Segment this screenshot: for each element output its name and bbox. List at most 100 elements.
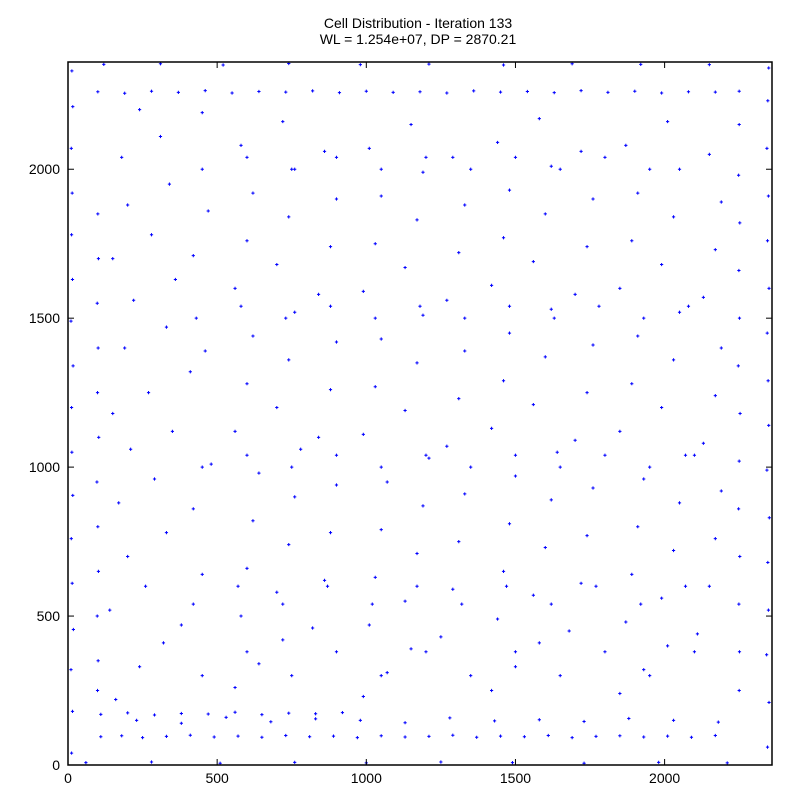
data-point <box>70 450 74 454</box>
data-point <box>313 712 318 716</box>
data-point <box>713 394 717 398</box>
data-point <box>585 391 589 395</box>
data-point <box>143 584 148 588</box>
data-point <box>236 584 240 588</box>
data-point <box>284 733 288 738</box>
data-point <box>513 155 518 159</box>
data-point <box>358 63 362 67</box>
data-point <box>287 215 291 219</box>
data-point <box>96 257 101 261</box>
data-point <box>403 408 407 413</box>
data-point <box>725 761 729 765</box>
data-point <box>765 331 769 335</box>
data-point <box>552 91 556 95</box>
data-point <box>415 584 419 588</box>
data-point <box>111 257 115 261</box>
data-point <box>293 310 297 314</box>
data-point <box>179 623 183 627</box>
data-point <box>251 191 255 195</box>
data-point <box>665 734 670 738</box>
data-point <box>695 632 700 636</box>
data-point <box>573 292 577 296</box>
data-point <box>290 167 294 171</box>
data-point <box>701 295 705 299</box>
data-point <box>328 304 333 308</box>
data-point <box>328 245 333 249</box>
data-point <box>594 584 598 588</box>
data-point <box>546 733 550 738</box>
data-point <box>439 635 443 639</box>
data-point <box>713 90 717 94</box>
data-point <box>522 735 527 739</box>
data-point <box>71 105 75 109</box>
data-point <box>513 474 518 478</box>
data-point <box>489 283 494 288</box>
data-point <box>463 492 467 496</box>
data-point <box>639 602 643 606</box>
data-point <box>737 650 742 654</box>
data-point <box>671 718 676 722</box>
data-point <box>489 426 494 430</box>
data-point <box>379 528 383 532</box>
data-point <box>737 122 741 127</box>
data-point <box>385 480 389 484</box>
chart-title: Cell Distribution - Iteration 133 <box>324 15 513 31</box>
data-point <box>627 716 631 721</box>
data-point <box>579 581 583 585</box>
data-point <box>152 713 157 717</box>
data-point <box>737 268 741 273</box>
data-point <box>370 602 374 606</box>
data-point <box>737 602 741 606</box>
data-point <box>191 507 195 511</box>
data-point <box>114 697 118 702</box>
data-point <box>415 551 419 556</box>
data-point <box>164 531 169 535</box>
data-point <box>603 650 607 654</box>
data-point <box>99 712 103 716</box>
data-point <box>120 155 124 159</box>
data-point <box>391 90 395 94</box>
data-point <box>281 602 285 606</box>
data-point <box>549 602 553 606</box>
data-point <box>322 149 327 153</box>
data-point <box>84 761 88 765</box>
data-point <box>299 447 303 451</box>
data-point <box>200 167 204 171</box>
data-point <box>236 734 240 738</box>
data-point <box>719 346 723 350</box>
data-point <box>686 90 691 94</box>
data-point <box>642 316 646 320</box>
data-point <box>707 584 711 588</box>
data-point <box>585 245 589 249</box>
data-point <box>95 688 100 693</box>
data-point <box>146 391 151 395</box>
chart-subtitle: WL = 1.254e+07, DP = 2870.21 <box>320 31 517 47</box>
data-point <box>427 456 431 460</box>
data-point <box>245 566 249 570</box>
data-point <box>671 548 676 553</box>
data-point <box>460 602 464 606</box>
data-point <box>543 355 547 359</box>
ticks-layer: 0 500 1000 1500 2000 0 500 1000 1500 2000 <box>29 62 772 786</box>
data-point <box>102 62 106 66</box>
data-point <box>233 429 237 433</box>
data-point <box>334 650 339 654</box>
data-point <box>719 200 723 204</box>
data-point <box>293 760 297 764</box>
data-point <box>334 155 339 159</box>
data-point <box>173 277 177 282</box>
data-point <box>403 599 407 603</box>
data-point <box>657 760 661 764</box>
data-point <box>424 650 428 654</box>
data-point <box>224 715 228 719</box>
data-point <box>96 346 100 350</box>
data-point <box>630 239 634 243</box>
x-tick-label: 1000 <box>351 770 382 786</box>
data-point <box>558 465 562 469</box>
data-point <box>552 316 556 320</box>
data-point <box>689 735 694 739</box>
data-point <box>765 745 770 749</box>
data-point <box>439 760 443 764</box>
data-point <box>558 674 562 678</box>
